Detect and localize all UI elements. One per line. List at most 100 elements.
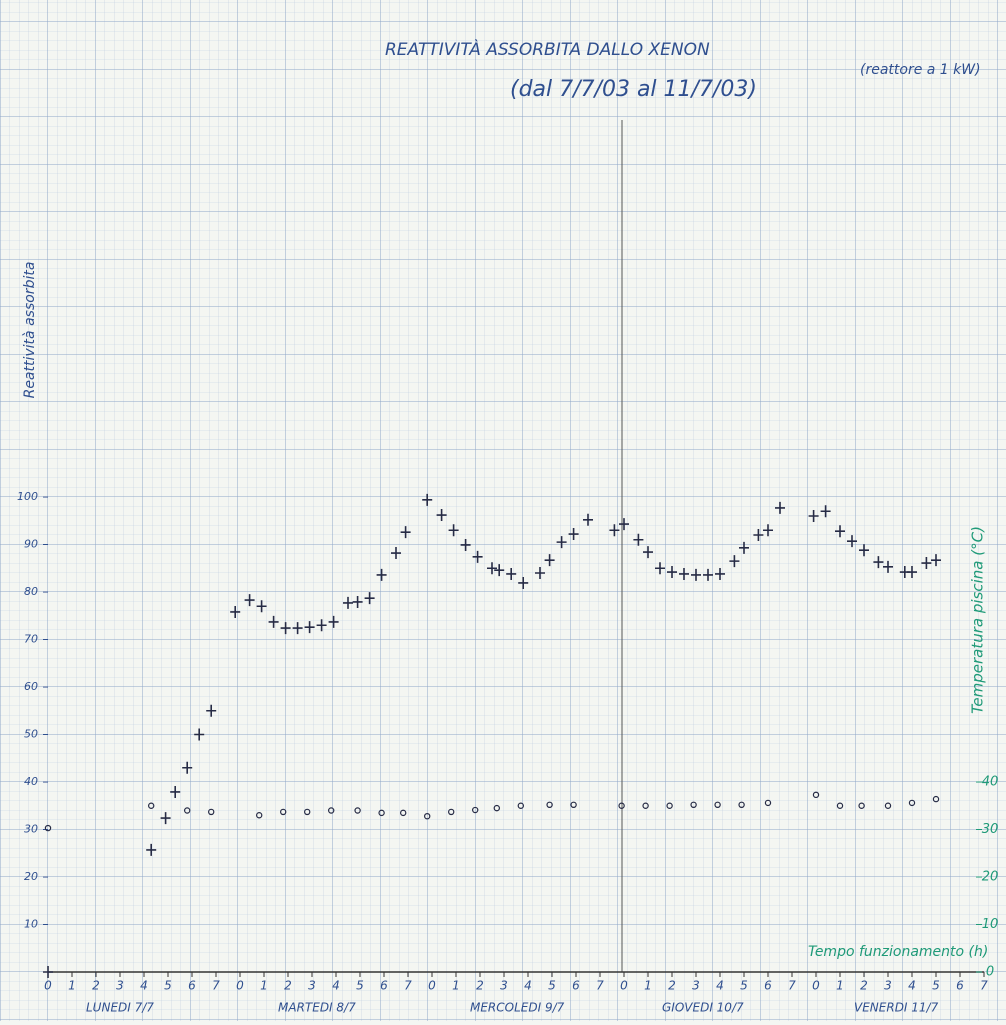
reactivity-point <box>583 513 593 526</box>
temperature-point <box>666 802 673 809</box>
reactivity-point <box>256 600 267 613</box>
x-tick-label: 1 <box>68 979 76 993</box>
x-tick-label: 6 <box>380 979 388 993</box>
temperature-point <box>354 807 361 814</box>
x-tick-label: 7 <box>212 979 220 993</box>
y2-axis-label: Temperatura piscina (°C) <box>969 526 987 714</box>
reactivity-point <box>268 615 279 628</box>
reactivity-point <box>316 619 327 632</box>
x-tick-label: 0 <box>428 979 436 993</box>
reactivity-point <box>206 704 217 717</box>
x-tick-label: 3 <box>884 979 892 993</box>
day-label: GIOVEDI 10/7 <box>662 1001 744 1015</box>
y-tick-label: 30 <box>24 823 38 836</box>
x-tick-label: 3 <box>692 979 700 993</box>
x-tick-label: 3 <box>500 979 508 993</box>
temperature-point <box>764 799 772 807</box>
x-tick-label: 5 <box>164 979 172 993</box>
x-tick-label: 6 <box>956 979 964 993</box>
reactivity-point <box>518 576 529 589</box>
reactivity-point <box>907 566 917 579</box>
reactivity-point <box>703 568 713 581</box>
reactivity-point <box>182 761 193 774</box>
reactivity-point <box>679 567 689 580</box>
x-tick-label: 6 <box>188 979 196 993</box>
temperature-point <box>493 804 500 812</box>
temperature-point <box>44 824 52 832</box>
x-tick-label: 4 <box>524 979 532 993</box>
y-tick-label: 70 <box>24 633 38 646</box>
reactivity-point <box>753 529 764 541</box>
reactivity-point <box>391 547 401 560</box>
x-tick-label: 5 <box>932 979 940 993</box>
y-tick-label: 50 <box>24 728 38 741</box>
reactivity-point <box>715 567 725 580</box>
reactivity-point <box>763 524 773 537</box>
temperature-point <box>280 808 287 816</box>
temperature-point <box>714 801 721 809</box>
reactivity-point <box>194 728 205 741</box>
y2-tick-label: 0 <box>986 965 994 980</box>
reactivity-point <box>343 596 353 609</box>
reactivity-point <box>643 546 653 559</box>
reactivity-point <box>170 785 181 798</box>
temperature-point <box>546 801 553 809</box>
x-tick-label: 6 <box>764 979 772 993</box>
temperature-point <box>378 809 385 817</box>
x-tick-label: 1 <box>836 979 844 993</box>
reactivity-point <box>160 812 171 825</box>
y-tick-label: 20 <box>24 870 38 883</box>
temperature-point <box>932 795 940 803</box>
x-tick-label: 4 <box>716 979 724 993</box>
reactivity-point <box>883 560 893 573</box>
y2-tick-label: 40 <box>982 775 999 790</box>
reactivity-point <box>487 562 497 575</box>
y-tick-label: 60 <box>24 680 38 693</box>
reactivity-point <box>775 501 785 514</box>
y-tick-label: 40 <box>24 775 38 788</box>
temperature-point <box>570 801 577 809</box>
y2-tick-label: 30 <box>982 822 999 837</box>
x-tick-label: 1 <box>452 979 460 993</box>
reactivity-point <box>921 557 932 570</box>
x-tick-label: 0 <box>44 979 52 993</box>
temperature-point <box>690 801 697 809</box>
reactivity-point <box>448 524 459 537</box>
reactivity-point <box>146 843 157 856</box>
x-tick-label: 2 <box>476 979 484 993</box>
temperature-point <box>812 791 820 799</box>
x-tick-label: 0 <box>620 979 628 993</box>
reactivity-point <box>364 592 375 605</box>
temperature-point <box>147 802 155 809</box>
reactivity-point <box>847 535 857 548</box>
x-tick-label: 2 <box>860 979 868 993</box>
x-tick-label: 5 <box>356 979 364 993</box>
temperature-point <box>424 813 431 820</box>
reactivity-point <box>544 554 555 567</box>
reactivity-point <box>535 567 545 579</box>
day-label: VENERDI 11/7 <box>854 1001 939 1015</box>
y-tick-label: 90 <box>24 538 38 551</box>
reactivity-point <box>873 556 884 569</box>
x-tick-label: 7 <box>788 979 796 993</box>
reactivity-point <box>244 594 255 607</box>
temperature-point <box>908 799 916 807</box>
x-tick-label: 2 <box>284 979 292 993</box>
annotation: (reattore a 1 kW) <box>860 62 981 78</box>
x-tick-label: 2 <box>92 979 100 993</box>
x-tick-label: 5 <box>548 979 556 993</box>
x-tick-label: 7 <box>596 979 604 993</box>
day-label: LUNEDI 7/7 <box>86 1001 154 1015</box>
reactivity-point <box>739 541 749 554</box>
x-tick-label: 0 <box>236 979 244 993</box>
chart-subtitle: (dal 7/7/03 al 11/7/03) <box>510 77 757 102</box>
x-tick-label: 4 <box>140 979 148 993</box>
temperature-point <box>642 802 649 809</box>
reactivity-point <box>422 493 433 506</box>
reactivity-point <box>859 544 869 557</box>
day-label: MARTEDI 8/7 <box>278 1001 356 1015</box>
reactivity-point <box>835 525 845 538</box>
reactivity-point <box>931 554 941 567</box>
temperature-point <box>618 802 625 809</box>
reactivity-point <box>230 605 241 618</box>
